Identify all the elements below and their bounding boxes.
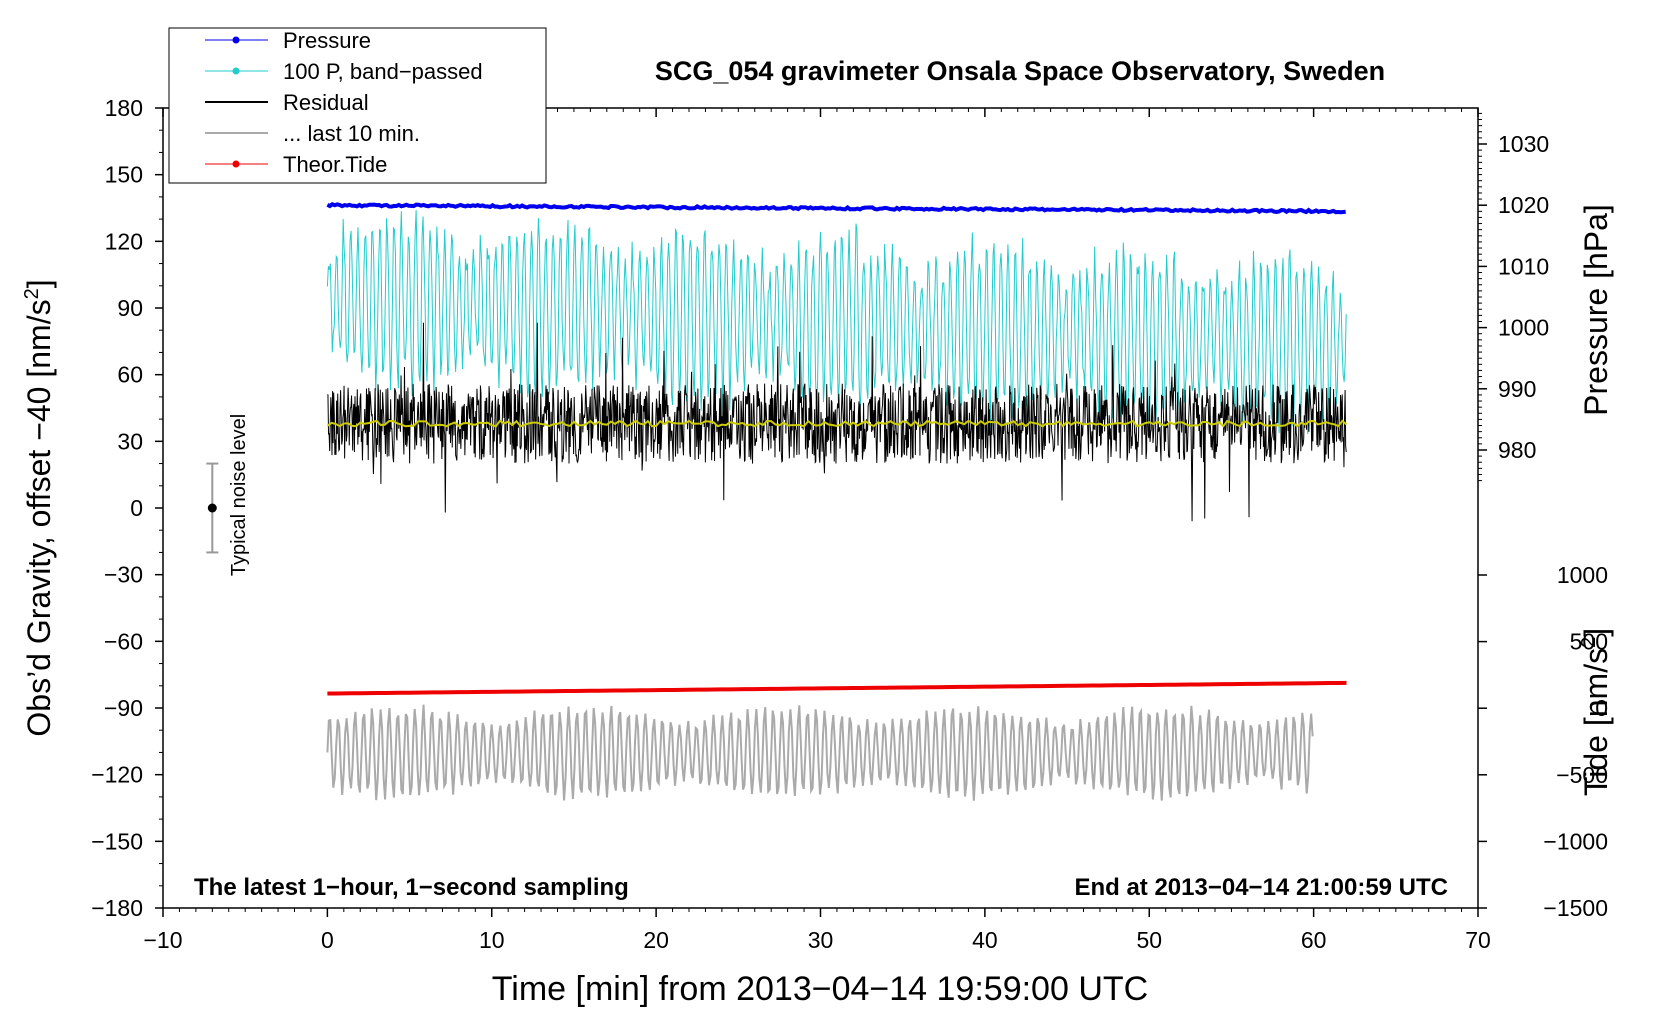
y-axis-title-tide: Tide [nm/s2] bbox=[1578, 628, 1614, 796]
x-tick-label: 40 bbox=[972, 927, 998, 953]
y-axis-title-left-main: Obs’d Gravity, offset −40 [nm/s bbox=[21, 299, 57, 736]
noise-bar-center-dot bbox=[207, 503, 217, 513]
y-tick-label: −90 bbox=[104, 695, 143, 721]
series-residual-line bbox=[327, 322, 1347, 522]
chart-title: SCG_054 gravimeter Onsala Space Observat… bbox=[655, 56, 1385, 86]
x-tick-label: −10 bbox=[143, 927, 182, 953]
y-axis-title-left: Obs’d Gravity, offset −40 [nm/s2] bbox=[21, 279, 57, 736]
x-tick-label: 10 bbox=[479, 927, 505, 953]
pressure-tick-label: 1030 bbox=[1498, 131, 1549, 157]
legend-marker-4 bbox=[232, 160, 240, 168]
legend-label-3: ... last 10 min. bbox=[283, 121, 420, 146]
series-pressure-line bbox=[326, 201, 1346, 215]
y-tick-label: 150 bbox=[105, 162, 143, 188]
y-axis-title-tide-main: Tide [nm/s bbox=[1578, 648, 1614, 796]
series-residual-mean-line bbox=[326, 419, 1348, 428]
legend: Pressure 100 P, band−passed Residual ... la… bbox=[168, 27, 547, 184]
y-axis-title-tide-sup: 2 bbox=[1578, 637, 1600, 648]
legend-marker-0 bbox=[232, 36, 240, 44]
series-band-passed-pressure-line bbox=[326, 210, 1347, 440]
pressure-tick-label: 1010 bbox=[1498, 253, 1549, 279]
x-tick-label: 20 bbox=[643, 927, 669, 953]
x-tick-label: 0 bbox=[321, 927, 334, 953]
tide-tick-label: 500 bbox=[1570, 629, 1608, 655]
legend-label-0: Pressure bbox=[283, 28, 371, 53]
y-axis-title-tide-end: ] bbox=[1578, 628, 1614, 637]
tide-tick-label: −1500 bbox=[1543, 895, 1608, 921]
y-axis-title-left-end: ] bbox=[21, 279, 57, 288]
y-tick-label: 180 bbox=[105, 95, 143, 121]
x-axis-title: Time [min] from 2013−04−14 19:59:00 UTC bbox=[492, 970, 1148, 1008]
annotation-sampling: The latest 1−hour, 1−second sampling bbox=[194, 874, 629, 901]
legend-box bbox=[168, 27, 547, 184]
plot-frame bbox=[162, 107, 1479, 909]
y-tick-label: −60 bbox=[104, 628, 143, 654]
pressure-tick-label: 980 bbox=[1498, 437, 1536, 463]
tide-tick-label: 1000 bbox=[1557, 562, 1608, 588]
axis-tick-labels: −10 0 10 20 30 40 50 60 701801501209060300−30−60… bbox=[91, 95, 1608, 953]
series-layer bbox=[326, 201, 1348, 801]
series-theoretical-tide-line bbox=[327, 680, 1347, 696]
typical-noise-indicator: Typical noise level bbox=[206, 414, 250, 576]
y-tick-label: 30 bbox=[117, 428, 143, 454]
tide-tick-label: −500 bbox=[1556, 762, 1608, 788]
pressure-tick-label: 1020 bbox=[1498, 192, 1549, 218]
pressure-tick-label: 990 bbox=[1498, 376, 1536, 402]
y-tick-label: −150 bbox=[91, 828, 143, 854]
annotation-end-time: End at 2013−04−14 21:00:59 UTC bbox=[1074, 874, 1448, 901]
y-tick-label: 0 bbox=[130, 495, 143, 521]
x-tick-label: 30 bbox=[808, 927, 834, 953]
x-tick-label: 70 bbox=[1465, 927, 1491, 953]
series-last-10-min-line bbox=[326, 704, 1314, 801]
pressure-tick-label: 1000 bbox=[1498, 315, 1549, 341]
axis-ticks bbox=[155, 107, 1487, 917]
noise-bar-label: Typical noise level bbox=[228, 414, 250, 576]
legend-marker-1 bbox=[232, 67, 240, 75]
legend-label-4: Theor.Tide bbox=[283, 152, 387, 177]
y-tick-label: 120 bbox=[105, 228, 143, 254]
y-tick-label: −120 bbox=[91, 762, 143, 788]
y-axis-title-left-sup: 2 bbox=[21, 288, 43, 299]
x-tick-label: 50 bbox=[1136, 927, 1162, 953]
tide-tick-label: −1000 bbox=[1543, 828, 1608, 854]
y-axis-title-pressure: Pressure [hPa] bbox=[1578, 204, 1614, 416]
y-tick-label: 60 bbox=[117, 362, 143, 388]
x-tick-label: 60 bbox=[1301, 927, 1327, 953]
legend-label-2: Residual bbox=[283, 90, 369, 115]
y-tick-label: −30 bbox=[104, 562, 143, 588]
y-tick-label: −180 bbox=[91, 895, 143, 921]
legend-label-1: 100 P, band−passed bbox=[283, 59, 483, 84]
tide-tick-label: 0 bbox=[1595, 695, 1608, 721]
y-tick-label: 90 bbox=[117, 295, 143, 321]
